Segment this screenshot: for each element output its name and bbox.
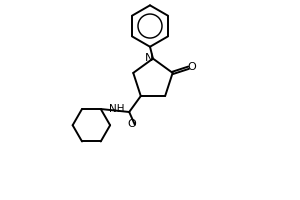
Text: O: O xyxy=(127,119,136,129)
Text: NH: NH xyxy=(109,104,124,114)
Text: N: N xyxy=(145,53,154,63)
Text: O: O xyxy=(188,62,197,72)
